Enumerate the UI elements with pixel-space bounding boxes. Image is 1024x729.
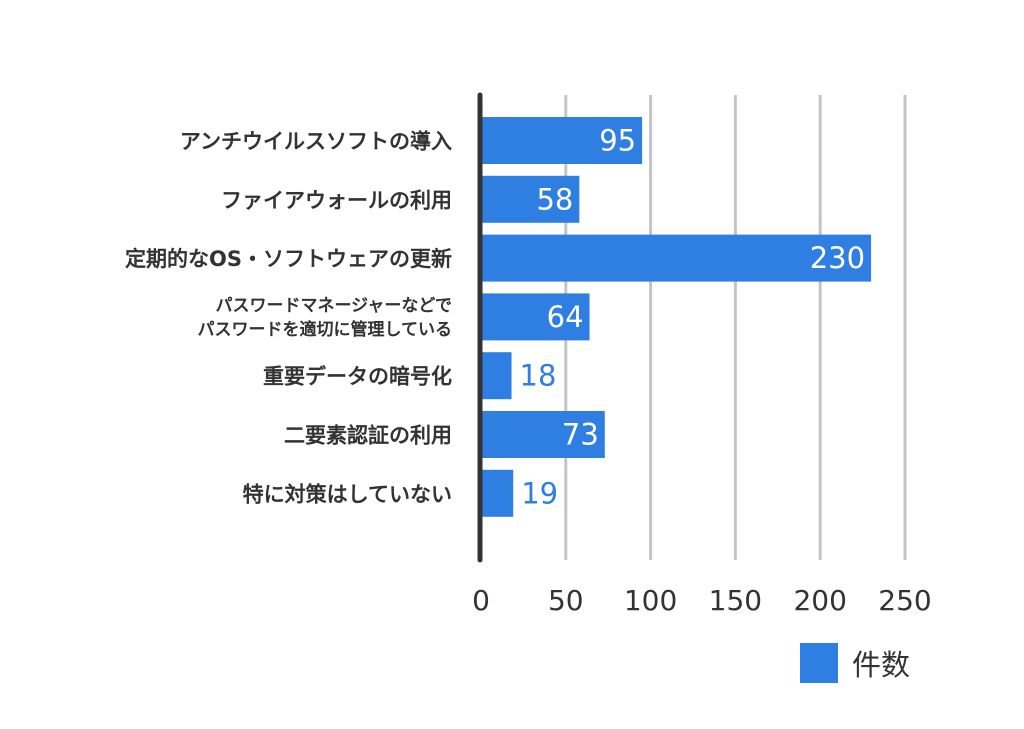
category-label: 定期的なOS・ソフトウェアの更新 [125, 247, 452, 271]
x-tick-label: 100 [624, 584, 677, 617]
legend-swatch [800, 643, 838, 683]
data-label: 64 [547, 300, 584, 334]
data-label: 95 [599, 124, 636, 158]
bar [481, 469, 514, 517]
gridlines [564, 95, 907, 560]
bar [481, 175, 580, 223]
category-label: 特に対策はしていない [243, 482, 452, 506]
data-label: 58 [536, 182, 573, 216]
data-label: 19 [521, 476, 558, 510]
x-tick-label: 250 [878, 584, 931, 617]
category-label: 重要データの暗号化 [263, 365, 452, 389]
data-label: 73 [562, 418, 599, 452]
x-tick-label: 200 [793, 584, 846, 617]
bar [481, 234, 872, 282]
x-tick-labels: 0 50 100 150 200 250 [472, 584, 932, 617]
bar [481, 352, 512, 400]
data-label: 230 [810, 241, 865, 275]
category-label: アンチウイルスソフトの導入 [180, 130, 452, 154]
legend-label: 件数 [852, 648, 910, 682]
category-label: 二要素認証の利用 [284, 424, 452, 448]
x-tick-label: 50 [548, 584, 584, 617]
legend: 件数 [800, 643, 910, 683]
data-label: 18 [520, 359, 557, 393]
category-label: パスワードを適切に管理している [198, 319, 453, 340]
category-label: ファイアウォールの利用 [221, 188, 452, 212]
bar [481, 117, 643, 164]
x-tick-label: 0 [472, 584, 490, 617]
bar [481, 411, 605, 458]
category-labels: アンチウイルスソフトの導入ファイアウォールの利用定期的なOS・ソフトウェアの更新… [125, 130, 452, 507]
bar [481, 293, 590, 341]
x-tick-label: 150 [709, 584, 762, 617]
category-label: パスワードマネージャーなどで [216, 296, 452, 316]
